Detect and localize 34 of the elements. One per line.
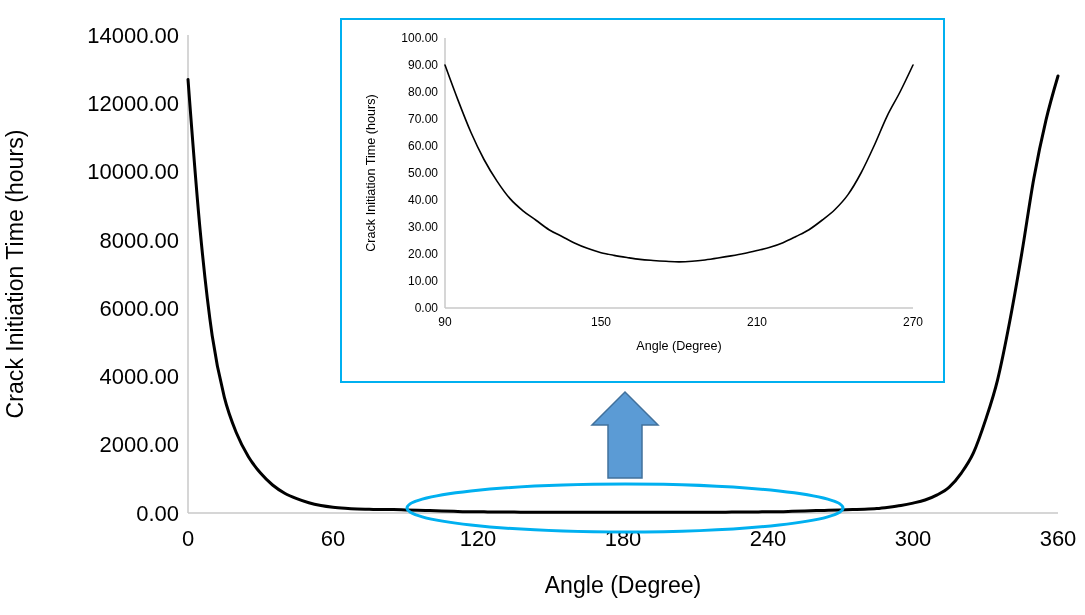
y-tick-label: 12000.00 — [87, 90, 179, 116]
y-tick-label: 10.00 — [407, 274, 439, 289]
x-tick-label: 240 — [749, 526, 787, 551]
y-tick-label: 0.00 — [136, 500, 179, 526]
y-axis-title: Crack Initiation Time (hours) — [364, 94, 378, 252]
x-tick-label: 0 — [181, 526, 195, 551]
y-tick-label: 4000.00 — [99, 364, 179, 390]
x-tick-label: 360 — [1039, 526, 1077, 551]
x-tick-label: 210 — [746, 315, 768, 329]
x-tick-label: 60 — [320, 526, 346, 551]
y-tick-label: 40.00 — [407, 193, 439, 208]
x-tick-label: 300 — [894, 526, 932, 551]
y-tick-label: 30.00 — [407, 220, 439, 235]
y-tick-label: 20.00 — [407, 247, 439, 262]
x-tick-label: 120 — [459, 526, 497, 551]
y-tick-label: 60.00 — [407, 139, 439, 154]
y-tick-label: 8000.00 — [99, 227, 179, 253]
x-tick-label: 270 — [902, 315, 924, 329]
y-tick-label: 2000.00 — [99, 432, 179, 458]
x-tick-label: 90 — [438, 315, 452, 329]
y-tick-label: 0.00 — [414, 301, 439, 316]
y-tick-label: 6000.00 — [99, 295, 179, 321]
line-series — [444, 64, 914, 263]
x-axis-title: Angle (Degree) — [636, 339, 722, 353]
y-tick-label: 100.00 — [401, 31, 439, 46]
y-tick-label: 90.00 — [407, 58, 439, 73]
y-axis-title: Crack Initiation Time (hours) — [2, 129, 28, 419]
y-tick-label: 14000.00 — [87, 22, 179, 48]
y-tick-label: 70.00 — [407, 112, 439, 127]
y-tick-label: 80.00 — [407, 85, 439, 100]
x-axis-title: Angle (Degree) — [544, 572, 702, 598]
y-tick-label: 10000.00 — [87, 159, 179, 185]
y-tick-label: 50.00 — [407, 166, 439, 181]
x-tick-label: 150 — [590, 315, 612, 329]
